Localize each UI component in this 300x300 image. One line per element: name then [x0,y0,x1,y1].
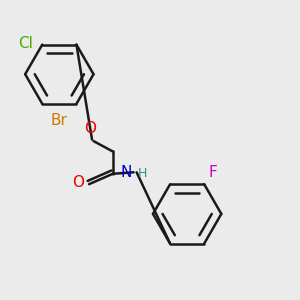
Text: H: H [138,167,148,180]
Text: O: O [72,175,84,190]
Text: Cl: Cl [19,36,33,51]
Text: F: F [209,165,218,180]
Text: N: N [121,165,132,180]
Text: O: O [85,121,97,136]
Text: Br: Br [51,113,68,128]
